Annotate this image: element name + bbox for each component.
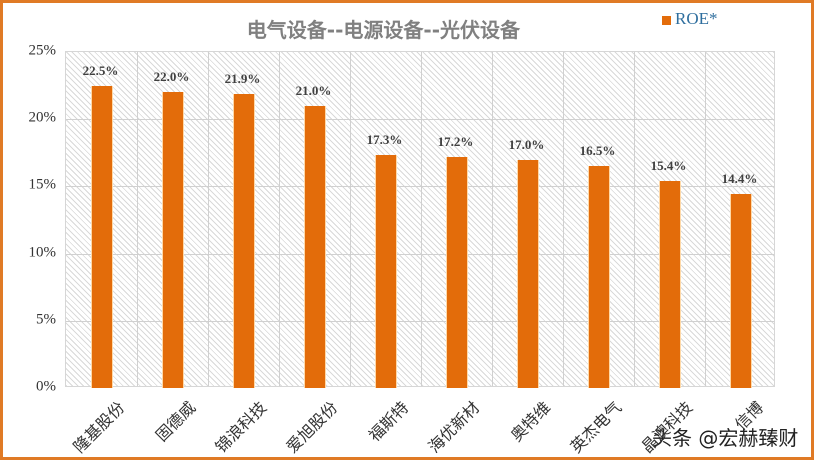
v-gridline bbox=[137, 52, 138, 386]
bar-value-label: 22.0% bbox=[153, 69, 190, 85]
bar bbox=[446, 156, 467, 388]
v-gridline bbox=[492, 52, 493, 386]
bar bbox=[588, 166, 609, 388]
bar-value-label: 17.3% bbox=[366, 132, 403, 148]
bar bbox=[659, 181, 680, 388]
h-gridline bbox=[66, 119, 774, 121]
bar-value-label: 22.5% bbox=[82, 62, 119, 78]
y-tick-label: 5% bbox=[36, 311, 56, 328]
bar-value-label: 16.5% bbox=[579, 143, 616, 159]
bar bbox=[91, 85, 112, 388]
legend-label: ROE* bbox=[675, 9, 718, 28]
bar bbox=[730, 194, 751, 388]
v-gridline bbox=[208, 52, 209, 386]
plot-area bbox=[65, 51, 775, 388]
bar bbox=[162, 92, 183, 388]
v-gridline bbox=[279, 52, 280, 386]
y-tick-label: 25% bbox=[28, 42, 57, 59]
watermark: 头条 @宏赫臻财 bbox=[652, 426, 799, 450]
bar bbox=[517, 159, 538, 388]
y-tick-label: 0% bbox=[36, 378, 56, 395]
legend: ROE* bbox=[662, 9, 718, 29]
bar bbox=[233, 93, 254, 388]
h-gridline bbox=[66, 320, 774, 322]
v-gridline bbox=[421, 52, 422, 386]
bar-value-label: 21.0% bbox=[295, 82, 332, 98]
bar-value-label: 14.4% bbox=[721, 171, 758, 187]
y-tick-label: 20% bbox=[28, 109, 57, 126]
bar-value-label: 15.4% bbox=[650, 158, 687, 174]
bar bbox=[375, 155, 396, 388]
h-gridline bbox=[66, 186, 774, 188]
bar-value-label: 17.2% bbox=[437, 133, 474, 149]
bar bbox=[304, 105, 325, 388]
v-gridline bbox=[350, 52, 351, 386]
legend-swatch-icon bbox=[662, 15, 671, 25]
bar-value-label: 21.9% bbox=[224, 70, 261, 86]
v-gridline bbox=[705, 52, 706, 386]
y-tick-label: 15% bbox=[28, 176, 57, 193]
y-tick-label: 10% bbox=[28, 244, 57, 261]
bar-value-label: 17.0% bbox=[508, 136, 545, 152]
v-gridline bbox=[634, 52, 635, 386]
chart-title: 电气设备--电源设备--光伏设备 bbox=[246, 18, 520, 42]
v-gridline bbox=[563, 52, 564, 386]
h-gridline bbox=[66, 253, 774, 255]
